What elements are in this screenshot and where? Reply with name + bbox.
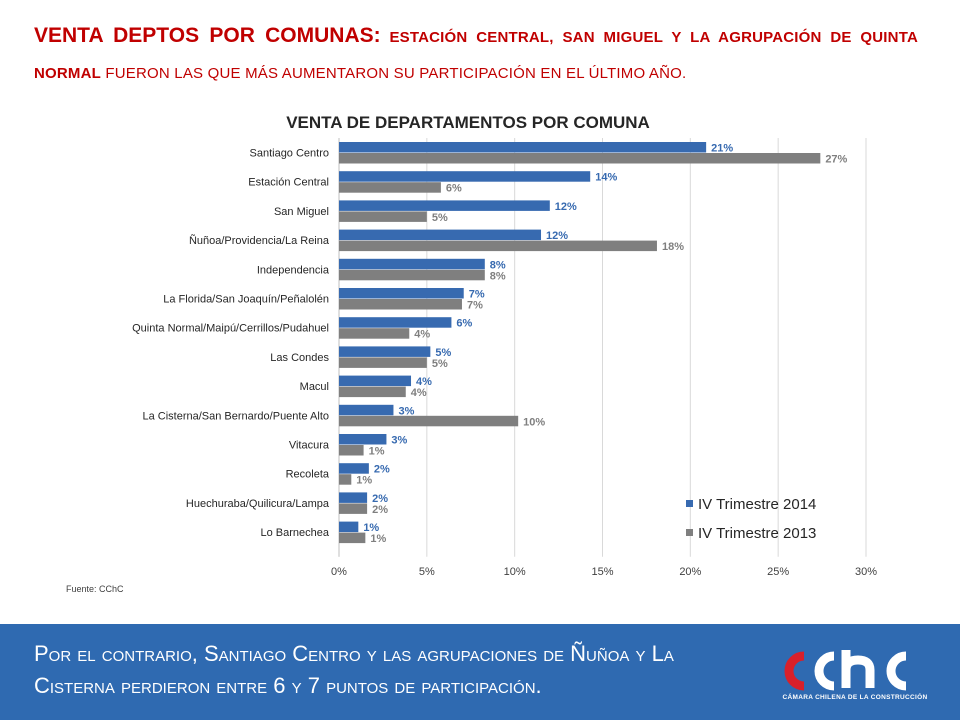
bar-2013 — [339, 182, 441, 193]
data-label-2014: 3% — [398, 405, 414, 417]
bar-2013 — [339, 153, 821, 164]
bar-2013 — [339, 357, 427, 368]
bar-2013 — [339, 386, 406, 398]
bar-2014 — [339, 434, 387, 445]
cchc-logo: CÁMARA CHILENA DE LA CONSTRUCCIÓN — [780, 648, 930, 706]
bar-2013 — [339, 474, 352, 485]
data-label-2014: 1% — [363, 522, 379, 534]
headline: VENTA DEPTOS POR COMUNAS: ESTACIÓN CENTR… — [34, 18, 918, 92]
data-label-2014: 3% — [391, 435, 407, 447]
bar-2014 — [339, 492, 368, 503]
chart-labels: 0% 5% 10% 15% 20% 25% 30% Santiago Centro 21% 27%… — [132, 143, 877, 578]
category-label: Independencia — [257, 264, 330, 276]
data-label-2013: 1% — [356, 475, 372, 487]
data-label-2014: 6% — [456, 318, 472, 330]
legend-swatch — [686, 529, 693, 536]
bar-2013 — [339, 211, 427, 222]
data-label-2013: 5% — [432, 358, 448, 370]
bar-2013 — [339, 532, 366, 544]
category-label: San Miguel — [274, 206, 329, 218]
bar-2014 — [339, 288, 464, 299]
data-label-2013: 6% — [446, 183, 462, 195]
data-label-2014: 12% — [546, 230, 568, 242]
data-label-2013: 7% — [467, 300, 483, 312]
data-label-2013: 10% — [523, 416, 545, 428]
footer-line-2: Cisterna perdieron entre 6 y 7 puntos de… — [34, 673, 542, 698]
footer-line-1: Por el contrario, Santiago Centro y las … — [34, 641, 674, 666]
chart-title: VENTA DE DEPARTAMENTOS POR COMUNA — [286, 113, 650, 132]
bar-2013 — [339, 299, 462, 310]
category-label: Huechuraba/Quilicura/Lampa — [186, 498, 330, 510]
data-label-2014: 5% — [435, 347, 451, 359]
data-label-2013: 4% — [411, 387, 427, 399]
cchc-logo-icon — [784, 650, 907, 691]
bar-2014 — [339, 171, 591, 182]
data-label-2013: 8% — [490, 270, 506, 282]
data-label-2013: 27% — [825, 154, 847, 166]
bar-2014 — [339, 521, 359, 533]
data-label-2014: 14% — [595, 172, 617, 184]
category-label: Ñuñoa/Providencia/La Reina — [189, 234, 330, 247]
x-tick-label: 10% — [504, 566, 526, 578]
legend-label: IV Trimestre 2014 — [698, 496, 816, 513]
x-tick-label: 25% — [767, 566, 789, 578]
category-label: Las Condes — [270, 352, 329, 364]
data-label-2013: 4% — [414, 329, 430, 341]
category-label: Santiago Centro — [250, 148, 330, 160]
x-tick-label: 15% — [591, 566, 613, 578]
data-label-2014: 2% — [374, 464, 390, 476]
category-label: Quinta Normal/Maipú/Cerrillos/Pudahuel — [132, 323, 329, 335]
data-label-2013: 5% — [432, 212, 448, 224]
chart-source: Fuente: CChC — [66, 584, 124, 594]
bar-2014 — [339, 229, 542, 241]
category-label: Lo Barnechea — [261, 527, 330, 539]
x-tick-label: 5% — [419, 566, 435, 578]
chart-bars — [339, 142, 821, 544]
data-label-2013: 18% — [662, 241, 684, 253]
data-label-2014: 4% — [416, 376, 432, 388]
bar-2013 — [339, 240, 657, 252]
category-label: La Florida/San Joaquín/Peñalolén — [163, 294, 329, 306]
bar-2014 — [339, 404, 394, 416]
logo-subtitle: CÁMARA CHILENA DE LA CONSTRUCCIÓN — [782, 694, 928, 701]
bar-2014 — [339, 317, 452, 328]
bar-2014 — [339, 142, 707, 153]
category-label: Vitacura — [289, 440, 330, 452]
data-label-2014: 8% — [490, 259, 506, 271]
data-label-2013: 1% — [370, 533, 386, 545]
category-label: La Cisterna/San Bernardo/Puente Alto — [142, 410, 329, 422]
category-label: Macul — [300, 381, 329, 393]
bar-2013 — [339, 503, 368, 514]
data-label-2014: 21% — [711, 143, 733, 155]
x-tick-label: 30% — [855, 566, 877, 578]
footer-banner: Por el contrario, Santiago Centro y las … — [0, 624, 960, 720]
bar-2013 — [339, 415, 519, 427]
bar-2014 — [339, 346, 431, 357]
bar-2014 — [339, 463, 369, 474]
x-tick-label: 0% — [331, 566, 347, 578]
legend-label: IV Trimestre 2013 — [698, 525, 816, 542]
bar-chart: 0% 5% 10% 15% 20% 25% 30% Santiago Centro 21% 27%… — [66, 113, 877, 594]
headline-lead: VENTA DEPTOS POR COMUNAS: — [34, 24, 381, 47]
data-label-2013: 1% — [369, 446, 385, 458]
x-tick-label: 20% — [679, 566, 701, 578]
legend-swatch — [686, 500, 693, 507]
bar-2013 — [339, 269, 485, 281]
data-label-2014: 12% — [555, 201, 577, 213]
bar-2014 — [339, 200, 550, 211]
data-label-2014: 2% — [372, 493, 388, 505]
category-label: Recoleta — [286, 469, 330, 481]
bar-2014 — [339, 375, 412, 387]
bar-2013 — [339, 328, 410, 339]
bar-2014 — [339, 258, 485, 270]
bar-2013 — [339, 445, 364, 456]
category-label: Estación Central — [248, 177, 329, 189]
data-label-2014: 7% — [469, 289, 485, 301]
footer-text: Por el contrario, Santiago Centro y las … — [34, 638, 774, 702]
headline-rest: FUERON LAS QUE MÁS AUMENTARON SU PARTICI… — [105, 65, 687, 82]
headline-strong: ESTACIÓN CENTRAL, SAN MIGUEL Y LA AGRUPA… — [34, 29, 918, 82]
data-label-2013: 2% — [372, 504, 388, 516]
